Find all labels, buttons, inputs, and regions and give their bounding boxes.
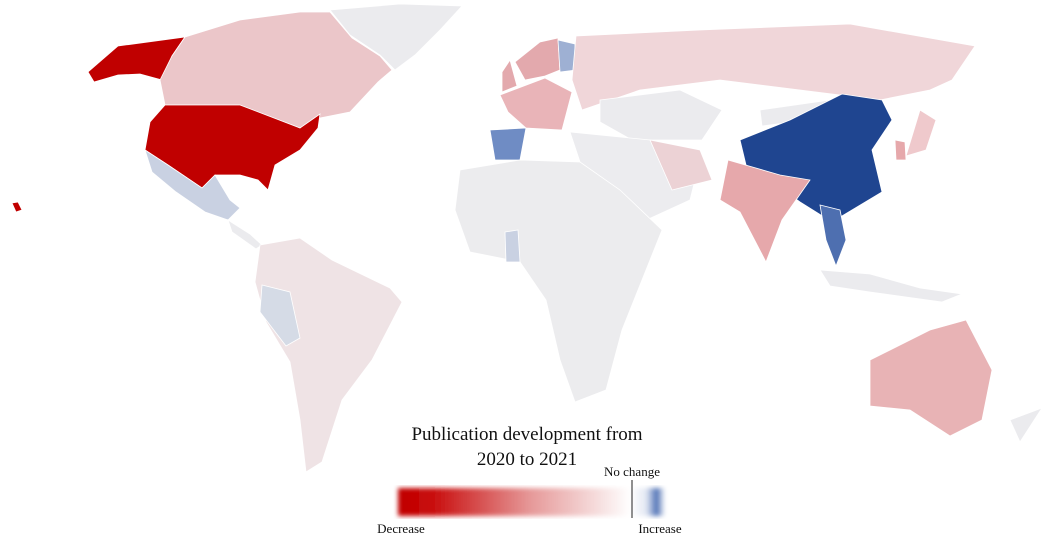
india — [719, 159, 811, 263]
legend-title: 2020 to 2021 — [477, 449, 577, 470]
mexico — [144, 149, 241, 221]
decrease-label: Decrease — [377, 521, 425, 535]
hawaii — [11, 201, 23, 213]
greenland — [329, 3, 463, 71]
legend: Publication development from 2020 to 202… — [377, 424, 682, 535]
africa — [454, 159, 663, 403]
thailand — [819, 204, 847, 268]
japan — [905, 109, 937, 157]
spain — [489, 127, 527, 161]
countries — [11, 3, 1043, 473]
indonesia — [819, 269, 964, 303]
australia — [869, 319, 993, 437]
iran — [649, 139, 713, 191]
korea — [894, 139, 907, 161]
central-america — [227, 219, 263, 250]
peru — [259, 284, 301, 347]
western-europe — [499, 77, 573, 131]
new-zealand — [1009, 407, 1043, 443]
scandinavia — [514, 37, 561, 81]
central-asia — [599, 89, 723, 141]
legend-title: Publication development from — [411, 424, 642, 445]
legend-gradient — [398, 488, 665, 516]
increase-label: Increase — [638, 521, 682, 535]
uk — [501, 59, 518, 93]
canada — [159, 11, 393, 129]
no-change-label: No change — [604, 464, 660, 479]
central-africa — [504, 229, 521, 263]
south-america — [254, 237, 403, 473]
